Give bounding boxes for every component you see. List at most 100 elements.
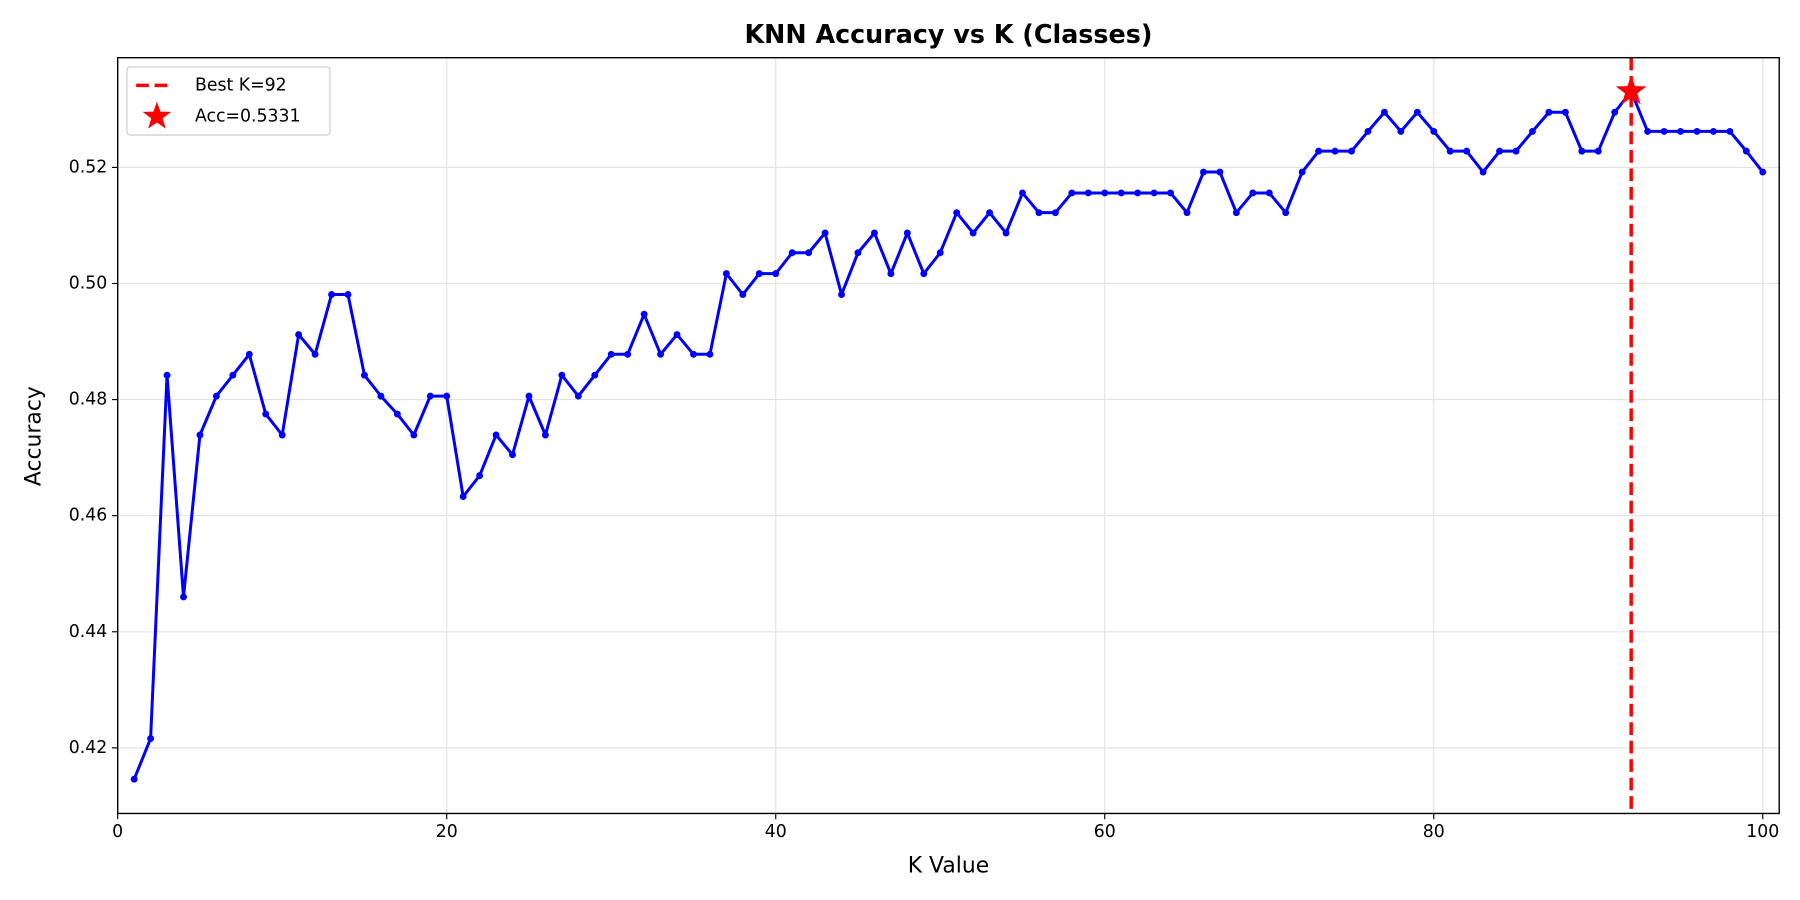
point [640, 310, 648, 318]
point [492, 431, 500, 439]
point [722, 270, 730, 278]
point [706, 350, 714, 358]
point [1512, 147, 1520, 155]
point [1216, 168, 1224, 176]
x-tick-label: 40 [765, 822, 787, 842]
grid [117, 57, 1780, 814]
point [426, 392, 434, 400]
point [1644, 127, 1652, 135]
point [870, 229, 878, 237]
point [1479, 168, 1487, 176]
point [1693, 127, 1701, 135]
axes-frame [116, 57, 1780, 815]
chart-title: KNN Accuracy vs K (Classes) [744, 19, 1152, 49]
point [624, 350, 632, 358]
point [755, 270, 763, 278]
point [1463, 147, 1471, 155]
point [311, 350, 319, 358]
point [1002, 229, 1010, 237]
point [1183, 209, 1191, 217]
point [936, 249, 944, 257]
point [772, 270, 780, 278]
point [262, 410, 270, 418]
point [1759, 168, 1767, 176]
x-tick-label: 80 [1423, 822, 1445, 842]
point [1496, 147, 1504, 155]
point [1117, 189, 1125, 197]
line [132, 89, 1764, 780]
point [1364, 127, 1372, 135]
point [821, 229, 829, 237]
point [1545, 108, 1553, 116]
x-axis-label: K Value [908, 854, 989, 879]
point [1726, 127, 1734, 135]
point [278, 431, 286, 439]
legend: Best K=92 Acc=0.5331 [126, 66, 331, 136]
point [1742, 147, 1750, 155]
x-tick-label: 20 [436, 822, 458, 842]
point [459, 493, 467, 500]
y-tick-label: 0.46 [69, 506, 108, 526]
point [1051, 209, 1059, 217]
y-tick-label: 0.48 [69, 390, 108, 410]
point [903, 229, 911, 237]
legend-label: Acc=0.5331 [195, 107, 301, 127]
point [1446, 147, 1454, 155]
point [1611, 108, 1619, 116]
point [1068, 189, 1076, 197]
point [180, 593, 187, 601]
y-tick-label: 0.44 [69, 622, 108, 642]
point [1232, 209, 1240, 217]
y-tick-label: 0.42 [69, 738, 108, 758]
best-acc-star [1615, 75, 1647, 105]
point [410, 431, 418, 439]
point [393, 410, 401, 418]
point [295, 331, 303, 339]
point [147, 735, 155, 743]
point [1150, 189, 1158, 197]
point [887, 270, 895, 278]
point [969, 229, 977, 237]
point [607, 350, 615, 358]
point [476, 472, 484, 480]
legend-frame [126, 66, 331, 136]
x-tick-label: 0 [112, 822, 123, 842]
point [1430, 127, 1438, 135]
point [1249, 189, 1257, 197]
legend-label: Best K=92 [195, 75, 287, 95]
y-axis-label: Accuracy [22, 386, 47, 486]
point [1265, 189, 1273, 197]
legend-star [142, 101, 172, 129]
point [1348, 147, 1355, 155]
point [788, 249, 796, 257]
point [196, 431, 204, 439]
point [1019, 189, 1026, 197]
point [591, 371, 599, 379]
point [1199, 168, 1207, 176]
point [1380, 108, 1388, 116]
point [838, 291, 845, 298]
plot [130, 57, 1767, 814]
point [541, 431, 549, 439]
point [953, 209, 961, 217]
point [1101, 189, 1109, 197]
point [443, 392, 451, 400]
point [1167, 189, 1175, 197]
point [163, 371, 171, 379]
point [525, 392, 533, 400]
point [854, 249, 862, 257]
point [1529, 127, 1536, 135]
point [212, 392, 220, 400]
point [986, 209, 994, 217]
point [574, 392, 582, 400]
point [1282, 209, 1290, 217]
point [1397, 127, 1405, 135]
point [673, 331, 681, 339]
point [1660, 127, 1668, 135]
point [1331, 147, 1339, 155]
point [328, 291, 336, 298]
point [377, 392, 385, 400]
point [360, 371, 368, 379]
